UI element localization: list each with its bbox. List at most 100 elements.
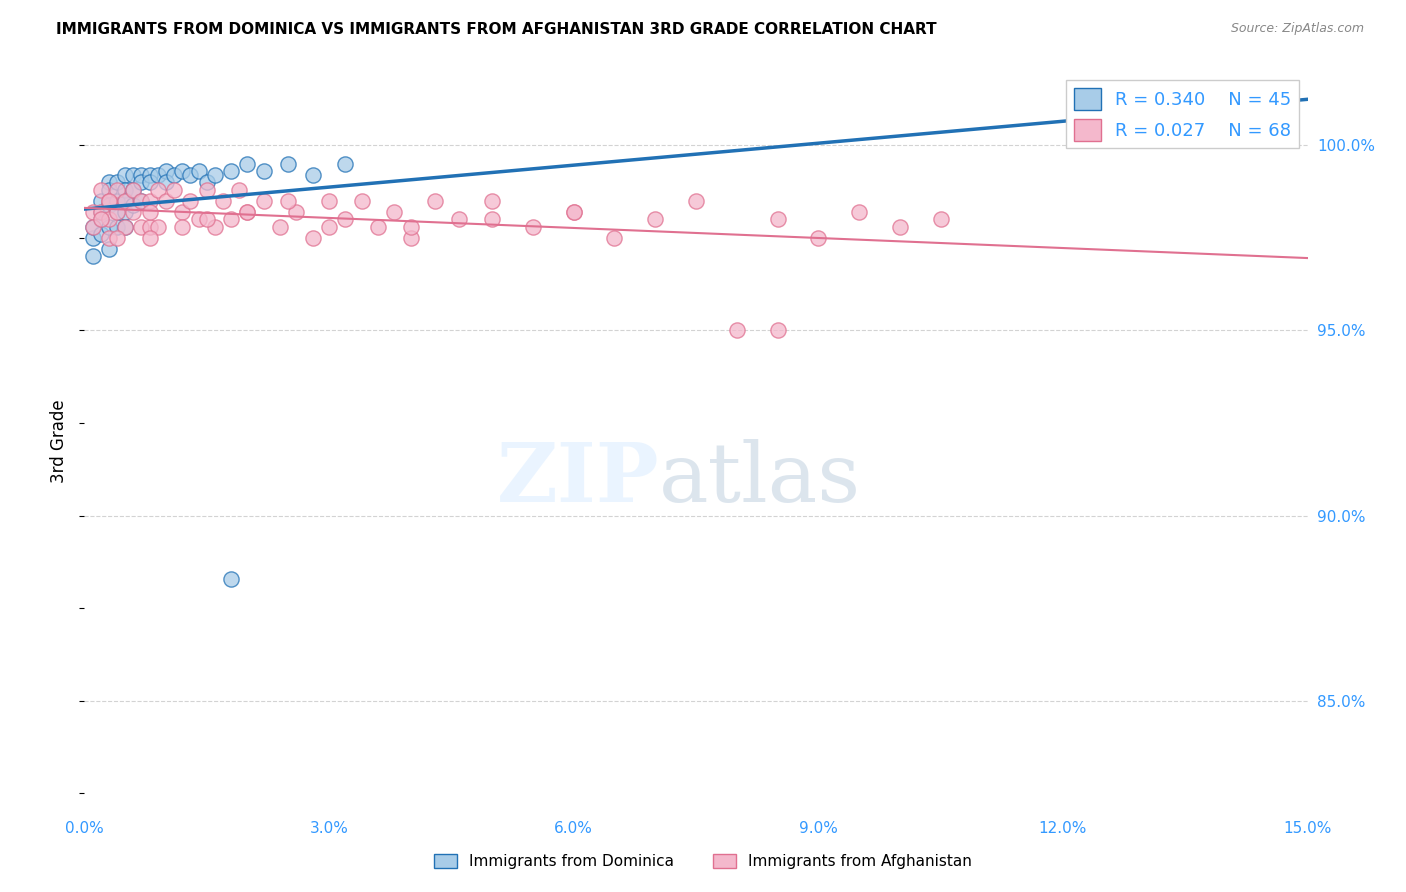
Point	[105, 231, 128, 245]
Point	[114, 219, 136, 234]
Point	[82, 219, 104, 234]
Y-axis label: 3rd Grade: 3rd Grade	[51, 400, 69, 483]
Point	[423, 194, 446, 208]
Point	[253, 164, 276, 178]
Point	[90, 205, 112, 219]
Point	[212, 194, 235, 208]
Point	[97, 197, 120, 211]
Point	[90, 227, 112, 242]
Point	[350, 194, 373, 208]
Point	[277, 157, 299, 171]
Point	[179, 194, 201, 208]
Text: Source: ZipAtlas.com: Source: ZipAtlas.com	[1230, 22, 1364, 36]
Point	[163, 183, 186, 197]
Point	[163, 168, 186, 182]
Point	[807, 231, 830, 245]
Point	[138, 231, 160, 245]
Point	[146, 183, 169, 197]
Point	[122, 183, 145, 197]
Point	[269, 219, 291, 234]
Point	[179, 168, 201, 182]
Point	[481, 212, 503, 227]
Point	[562, 205, 585, 219]
Point	[138, 205, 160, 219]
Point	[97, 194, 120, 208]
Point	[97, 175, 120, 189]
Point	[82, 205, 104, 219]
Point	[114, 194, 136, 208]
Point	[766, 323, 789, 337]
Point	[90, 194, 112, 208]
Point	[204, 219, 226, 234]
Point	[138, 168, 160, 182]
Text: ZIP: ZIP	[496, 439, 659, 518]
Point	[155, 175, 177, 189]
Point	[82, 219, 104, 234]
Point	[82, 249, 104, 263]
Point	[105, 205, 128, 219]
Point	[318, 219, 340, 234]
Point	[114, 168, 136, 182]
Point	[97, 231, 120, 245]
Point	[685, 194, 707, 208]
Point	[644, 212, 666, 227]
Point	[172, 164, 194, 178]
Point	[105, 183, 128, 197]
Point	[82, 231, 104, 245]
Point	[155, 194, 177, 208]
Legend: R = 0.340    N = 45, R = 0.027    N = 68: R = 0.340 N = 45, R = 0.027 N = 68	[1066, 80, 1299, 148]
Text: IMMIGRANTS FROM DOMINICA VS IMMIGRANTS FROM AFGHANISTAN 3RD GRADE CORRELATION CH: IMMIGRANTS FROM DOMINICA VS IMMIGRANTS F…	[56, 22, 936, 37]
Point	[195, 212, 218, 227]
Point	[105, 194, 128, 208]
Point	[122, 168, 145, 182]
Point	[301, 231, 323, 245]
Point	[219, 572, 242, 586]
Point	[277, 194, 299, 208]
Point	[138, 175, 160, 189]
Point	[131, 194, 153, 208]
Point	[155, 164, 177, 178]
Point	[114, 205, 136, 219]
Point	[848, 205, 870, 219]
Point	[90, 212, 112, 227]
Point	[399, 231, 422, 245]
Point	[367, 219, 389, 234]
Point	[97, 242, 120, 256]
Point	[97, 212, 120, 227]
Point	[90, 183, 112, 197]
Point	[122, 205, 145, 219]
Point	[889, 219, 911, 234]
Point	[301, 168, 323, 182]
Point	[131, 168, 153, 182]
Point	[382, 205, 405, 219]
Point	[146, 219, 169, 234]
Point	[122, 197, 145, 211]
Point	[449, 212, 471, 227]
Point	[114, 194, 136, 208]
Point	[122, 183, 145, 197]
Point	[399, 219, 422, 234]
Point	[725, 323, 748, 337]
Point	[131, 219, 153, 234]
Point	[285, 205, 308, 219]
Point	[97, 219, 120, 234]
Text: atlas: atlas	[659, 439, 862, 518]
Point	[219, 164, 242, 178]
Point	[236, 205, 259, 219]
Point	[90, 212, 112, 227]
Point	[131, 194, 153, 208]
Point	[562, 205, 585, 219]
Point	[114, 219, 136, 234]
Point	[766, 212, 789, 227]
Point	[253, 194, 276, 208]
Point	[335, 212, 357, 227]
Point	[138, 194, 160, 208]
Point	[236, 205, 259, 219]
Point	[172, 219, 194, 234]
Point	[138, 219, 160, 234]
Point	[105, 205, 128, 219]
Legend: Immigrants from Dominica, Immigrants from Afghanistan: Immigrants from Dominica, Immigrants fro…	[429, 848, 977, 875]
Point	[603, 231, 626, 245]
Point	[146, 168, 169, 182]
Point	[187, 164, 209, 178]
